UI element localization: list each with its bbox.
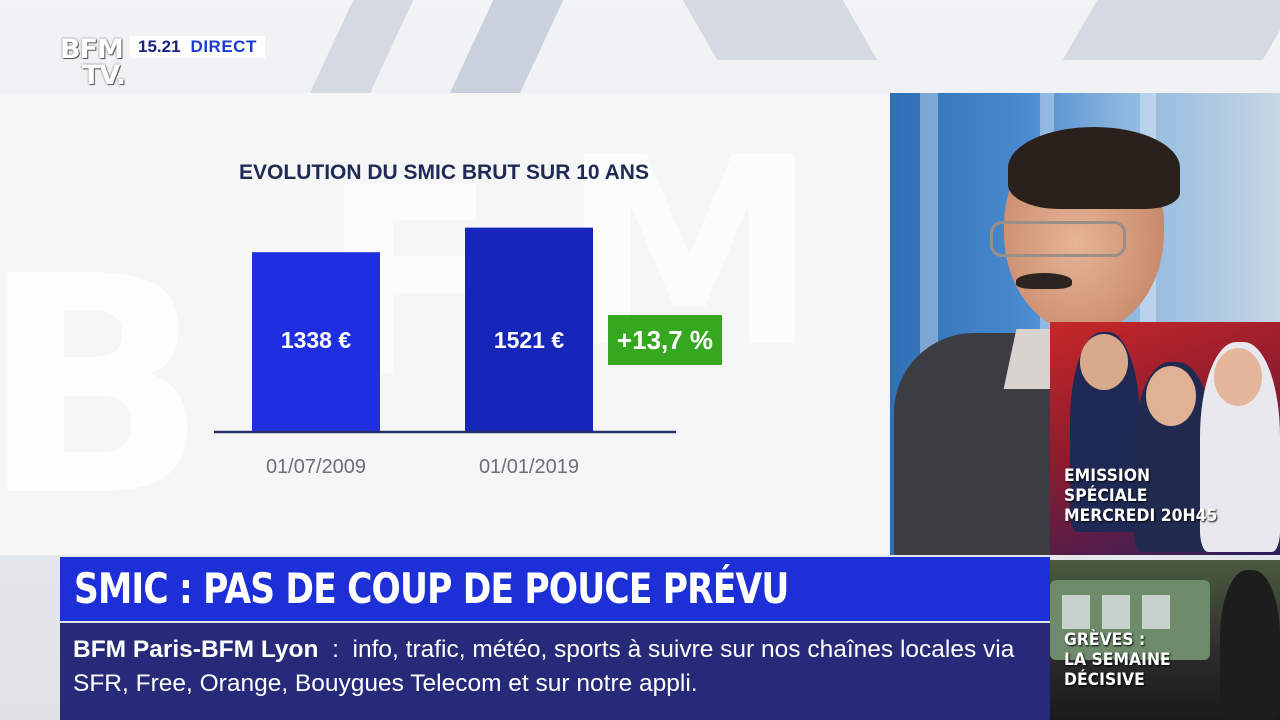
presenter-hair bbox=[1008, 127, 1180, 209]
live-bar: 15.21 DIRECT bbox=[130, 36, 265, 58]
ticker-separator: : bbox=[332, 636, 339, 663]
category-label: 01/01/2019 bbox=[479, 456, 579, 478]
news-ticker: BFM Paris-BFM Lyon : info, trafic, météo… bbox=[60, 623, 1050, 720]
presenter-moustache bbox=[1016, 273, 1072, 289]
bar-value-label: 1521 € bbox=[494, 327, 565, 353]
promo-line: GRÈVES : bbox=[1064, 630, 1146, 650]
bar-chart: EVOLUTION DU SMIC BRUT SUR 10 ANS 1338 €… bbox=[214, 161, 722, 478]
category-label: 01/07/2009 bbox=[266, 456, 366, 478]
promo-face bbox=[1214, 348, 1262, 406]
growth-annotation-background bbox=[608, 315, 722, 365]
promo-strikes[interactable]: GRÈVES : LA SEMAINE DÉCISIVE bbox=[1050, 560, 1280, 720]
headline-banner: SMIC : PAS DE COUP DE POUCE PRÉVU bbox=[60, 557, 1050, 621]
ticker-message: info, trafic, météo, sports à suivre sur… bbox=[73, 636, 1015, 697]
promo-face bbox=[1146, 366, 1196, 426]
ticker-source: BFM Paris-BFM Lyon bbox=[73, 636, 319, 663]
bar-01-07-2009 bbox=[252, 252, 380, 432]
watermark-glyph: B bbox=[0, 213, 209, 555]
bar-value-label: 1338 € bbox=[281, 327, 352, 353]
bar-01-01-2019 bbox=[465, 227, 593, 432]
growth-annotation-label: +13,7 % bbox=[617, 325, 713, 355]
promo-line: MERCREDI 20H45 bbox=[1064, 506, 1218, 526]
promo-line: EMISSION bbox=[1064, 466, 1151, 486]
promo-line: DÉCISIVE bbox=[1064, 670, 1145, 690]
promo-line: SPÉCIALE bbox=[1064, 486, 1148, 506]
growth-annotation: +13,7 % bbox=[608, 315, 722, 365]
live-label: DIRECT bbox=[188, 36, 265, 58]
channel-logo: BFM TV. bbox=[56, 34, 126, 94]
chart-title: EVOLUTION DU SMIC BRUT SUR 10 ANS bbox=[239, 161, 649, 184]
headline-text: SMIC : PAS DE COUP DE POUCE PRÉVU bbox=[74, 564, 789, 613]
chart-panel: B F M EVOLUTION DU SMIC BRUT SUR 10 ANS … bbox=[0, 93, 890, 555]
presenter-glasses bbox=[990, 221, 1126, 257]
promo-line: LA SEMAINE bbox=[1064, 650, 1171, 670]
promo-face bbox=[1080, 334, 1128, 390]
logo-line-2: TV. bbox=[82, 60, 126, 91]
promo-crowd bbox=[1220, 570, 1280, 720]
broadcast-time: 15.21 bbox=[130, 36, 189, 58]
ticker-text: BFM Paris-BFM Lyon : info, trafic, météo… bbox=[73, 633, 1043, 701]
logo-line-1: BFM bbox=[60, 34, 124, 65]
promo-special-broadcast[interactable]: EMISSION SPÉCIALE MERCREDI 20H45 bbox=[1050, 322, 1280, 555]
